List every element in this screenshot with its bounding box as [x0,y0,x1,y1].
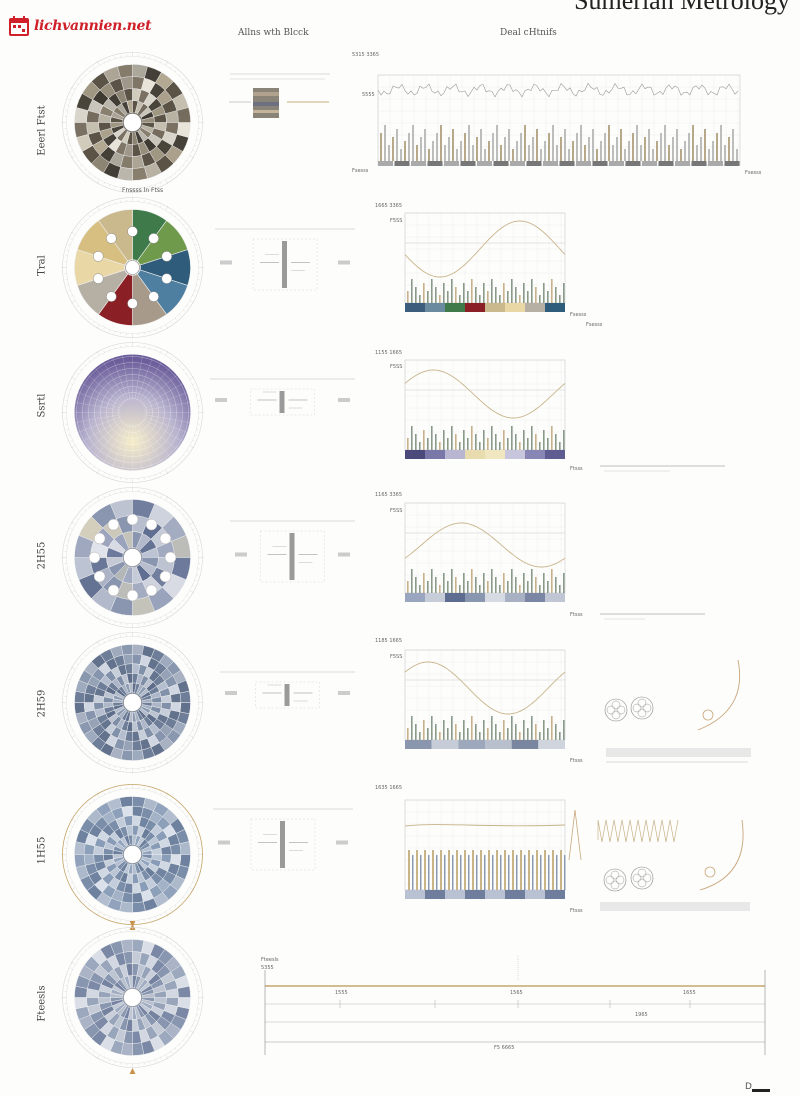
gear-diagram-6 [597,819,750,911]
block-diagram-6 [213,808,353,871]
timeline-foot-label: F5 6665 [494,1045,515,1051]
chart-axis-label-3: F5SS [390,364,403,370]
timeline-label-b: 5355 [261,965,274,971]
chart-axis-label-4b: Ftsss [570,612,583,618]
dial-wheel-2 [61,196,204,339]
chart-axis-label-6b: Ftsss [570,908,583,914]
footer-mark: D [745,1082,752,1092]
timeline-label-a: Fteesls [261,957,279,963]
row-label-6: 1H55 [36,836,48,865]
chart-axis-label-4: F5SS [390,508,403,514]
column-title-data: Deal cHtnifs [500,28,557,38]
dial-wheel-3 [61,341,204,484]
chart-title-1: 5315 3365 [352,52,380,58]
block-diagram-1 [229,73,330,118]
chart-title-6: 1635 1665 [375,785,403,791]
row-label-1: Eeerl Ftst [36,105,48,156]
dial-wheel-7 [61,921,204,1074]
wave-chart-6 [404,799,582,899]
chart-title-2: 1665 3365 [375,203,403,209]
timeline-tick-3: 1655 [683,990,696,996]
dial-wheel-1 [61,51,204,194]
chart-title-4: 1165 3365 [375,492,403,498]
column-title-methods: Allns wth Blcck [238,28,309,38]
chart-axis-label-1: 5555 [362,92,375,98]
dial-wheel-4 [61,486,204,629]
chart-axis-label-1b: Fsesss [352,168,369,174]
row-label-2: Tral [36,255,48,276]
row-label-7: Fteesls [36,985,48,1022]
block-diagram-2 [215,228,355,291]
row-label-4: 2H55 [36,541,48,570]
timeline-tick-4: 1965 [635,1012,648,1018]
scale-line-3 [600,465,725,472]
wave-chart-3 [404,359,566,459]
wave-chart-5 [404,649,566,749]
chart-title-5: 1185 1665 [375,638,403,644]
block-diagram-4 [230,520,355,583]
chart-axis-label-2: F5SS [390,218,403,224]
row-label-3: Ssrtl [36,393,48,418]
chart-axis-label-5: F5SS [390,654,403,660]
wheel-caption-1: Fnssss ln Ftss [122,187,164,194]
timeseries-chart-1 [377,74,741,166]
scale-line-4 [600,613,705,620]
wave-chart-2 [404,212,566,312]
calendar-icon [9,16,29,36]
dial-wheel-6 [61,783,204,930]
dial-wheel-5 [61,631,204,774]
chart-axis-label-3b: Ftsss [570,466,583,472]
logo-text: lichvannien.net [34,18,152,34]
row-label-5: 2H59 [36,689,48,718]
wave-chart-4 [404,502,566,602]
timeline-tick-2: 1565 [510,990,523,996]
chart-axis-label-2c: Fsesss [586,322,603,328]
gear-diagram-5 [604,659,751,763]
timeline-diagram [264,955,766,1055]
block-diagram-3 [210,378,355,416]
chart-title-3: 1155 1665 [375,350,403,356]
timeline-tick-1: 1555 [335,990,348,996]
chart-axis-label-1c: Fsesss [745,170,762,176]
chart-axis-label-5b: Ftsss [570,758,583,764]
chart-axis-label-2b: Fsesss [570,312,587,318]
page-title: Sumerian Metrology [574,0,790,15]
site-logo[interactable]: lichvannien.net [8,10,178,42]
block-diagram-5 [220,671,355,709]
footer-bar [752,1089,770,1092]
